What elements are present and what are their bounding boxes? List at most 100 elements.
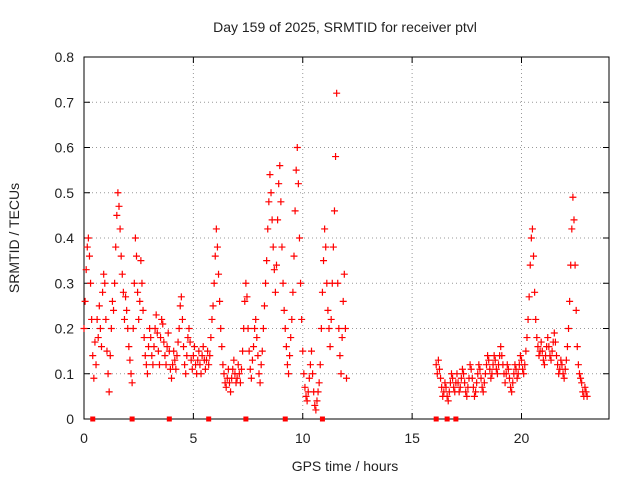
data-point	[527, 234, 535, 242]
data-point	[341, 325, 349, 332]
data-point	[110, 306, 118, 314]
data-point	[330, 207, 338, 215]
data-point	[336, 352, 344, 360]
data-point	[469, 383, 477, 391]
data-point	[83, 243, 91, 251]
data-point	[120, 315, 128, 323]
data-point	[207, 334, 215, 342]
data-point	[92, 361, 100, 369]
data-point	[332, 153, 340, 161]
data-point	[531, 288, 539, 296]
data-point	[84, 234, 92, 242]
data-point	[546, 352, 554, 360]
y-tick-label: 0.1	[55, 366, 75, 382]
data-point	[476, 365, 484, 373]
data-point	[107, 325, 115, 332]
data-point	[321, 225, 329, 233]
data-point	[534, 343, 542, 351]
data-point	[198, 352, 206, 360]
data-point	[147, 334, 155, 342]
data-point	[443, 392, 451, 400]
data-point	[216, 297, 224, 305]
data-point	[432, 361, 440, 369]
data-point	[434, 356, 442, 364]
data-point	[574, 361, 582, 369]
data-point	[96, 325, 104, 332]
data-point	[128, 379, 136, 387]
data-point	[177, 293, 185, 301]
y-tick-label: 0.3	[55, 275, 75, 291]
data-point	[311, 401, 319, 409]
data-point	[196, 361, 204, 369]
data-point	[229, 365, 237, 373]
data-point	[254, 352, 262, 360]
data-point	[290, 252, 298, 260]
baseline-marker	[206, 416, 212, 422]
data-point	[524, 315, 532, 323]
data-point	[258, 347, 266, 355]
data-point	[118, 270, 126, 278]
data-point	[119, 288, 127, 296]
data-point	[569, 193, 577, 201]
data-point	[129, 325, 137, 332]
data-point	[287, 334, 295, 342]
data-point	[260, 302, 268, 310]
data-point	[81, 297, 89, 305]
y-tick-label: 0.2	[55, 321, 75, 337]
data-point	[478, 383, 486, 391]
data-point	[255, 370, 263, 378]
data-point	[497, 343, 505, 351]
data-point	[450, 383, 458, 391]
data-point	[583, 392, 591, 400]
data-point	[519, 365, 527, 373]
data-point	[468, 374, 476, 382]
data-point	[106, 352, 114, 360]
data-point	[215, 270, 223, 278]
data-point	[189, 352, 197, 360]
data-point	[265, 198, 273, 206]
data-point	[582, 388, 590, 396]
data-point	[105, 388, 113, 396]
data-point	[98, 343, 105, 351]
data-point	[539, 356, 547, 364]
data-point	[141, 352, 149, 360]
baseline-marker	[433, 416, 439, 422]
data-point	[159, 320, 167, 328]
y-tick-label: 0.4	[55, 230, 75, 246]
data-point	[487, 374, 495, 382]
data-point	[176, 302, 184, 310]
data-point	[262, 279, 270, 287]
x-tick-label: 5	[189, 430, 197, 446]
data-point	[182, 370, 190, 378]
data-point	[523, 334, 531, 342]
data-point	[125, 343, 133, 351]
data-point	[160, 338, 168, 346]
data-point	[526, 261, 534, 269]
data-point	[297, 279, 305, 287]
data-point	[292, 166, 300, 174]
data-point	[130, 279, 138, 287]
data-point	[317, 325, 325, 332]
data-point	[575, 370, 583, 378]
data-point	[322, 243, 330, 251]
data-point	[199, 343, 207, 351]
data-point	[507, 383, 515, 391]
data-point	[338, 334, 346, 342]
data-point	[149, 361, 157, 369]
data-point	[456, 383, 464, 391]
data-point	[134, 288, 142, 296]
y-tick-label: 0.7	[55, 94, 75, 110]
data-point	[245, 347, 253, 355]
data-point	[136, 297, 144, 305]
data-point	[90, 374, 98, 382]
data-point	[244, 325, 252, 332]
data-point	[463, 392, 471, 400]
data-point	[481, 370, 489, 378]
data-point	[203, 356, 210, 364]
baseline-marker	[444, 416, 450, 422]
data-point	[174, 338, 182, 346]
data-point	[278, 243, 286, 251]
y-tick-label: 0.6	[55, 140, 75, 156]
data-point	[572, 306, 580, 314]
data-point	[161, 352, 169, 360]
